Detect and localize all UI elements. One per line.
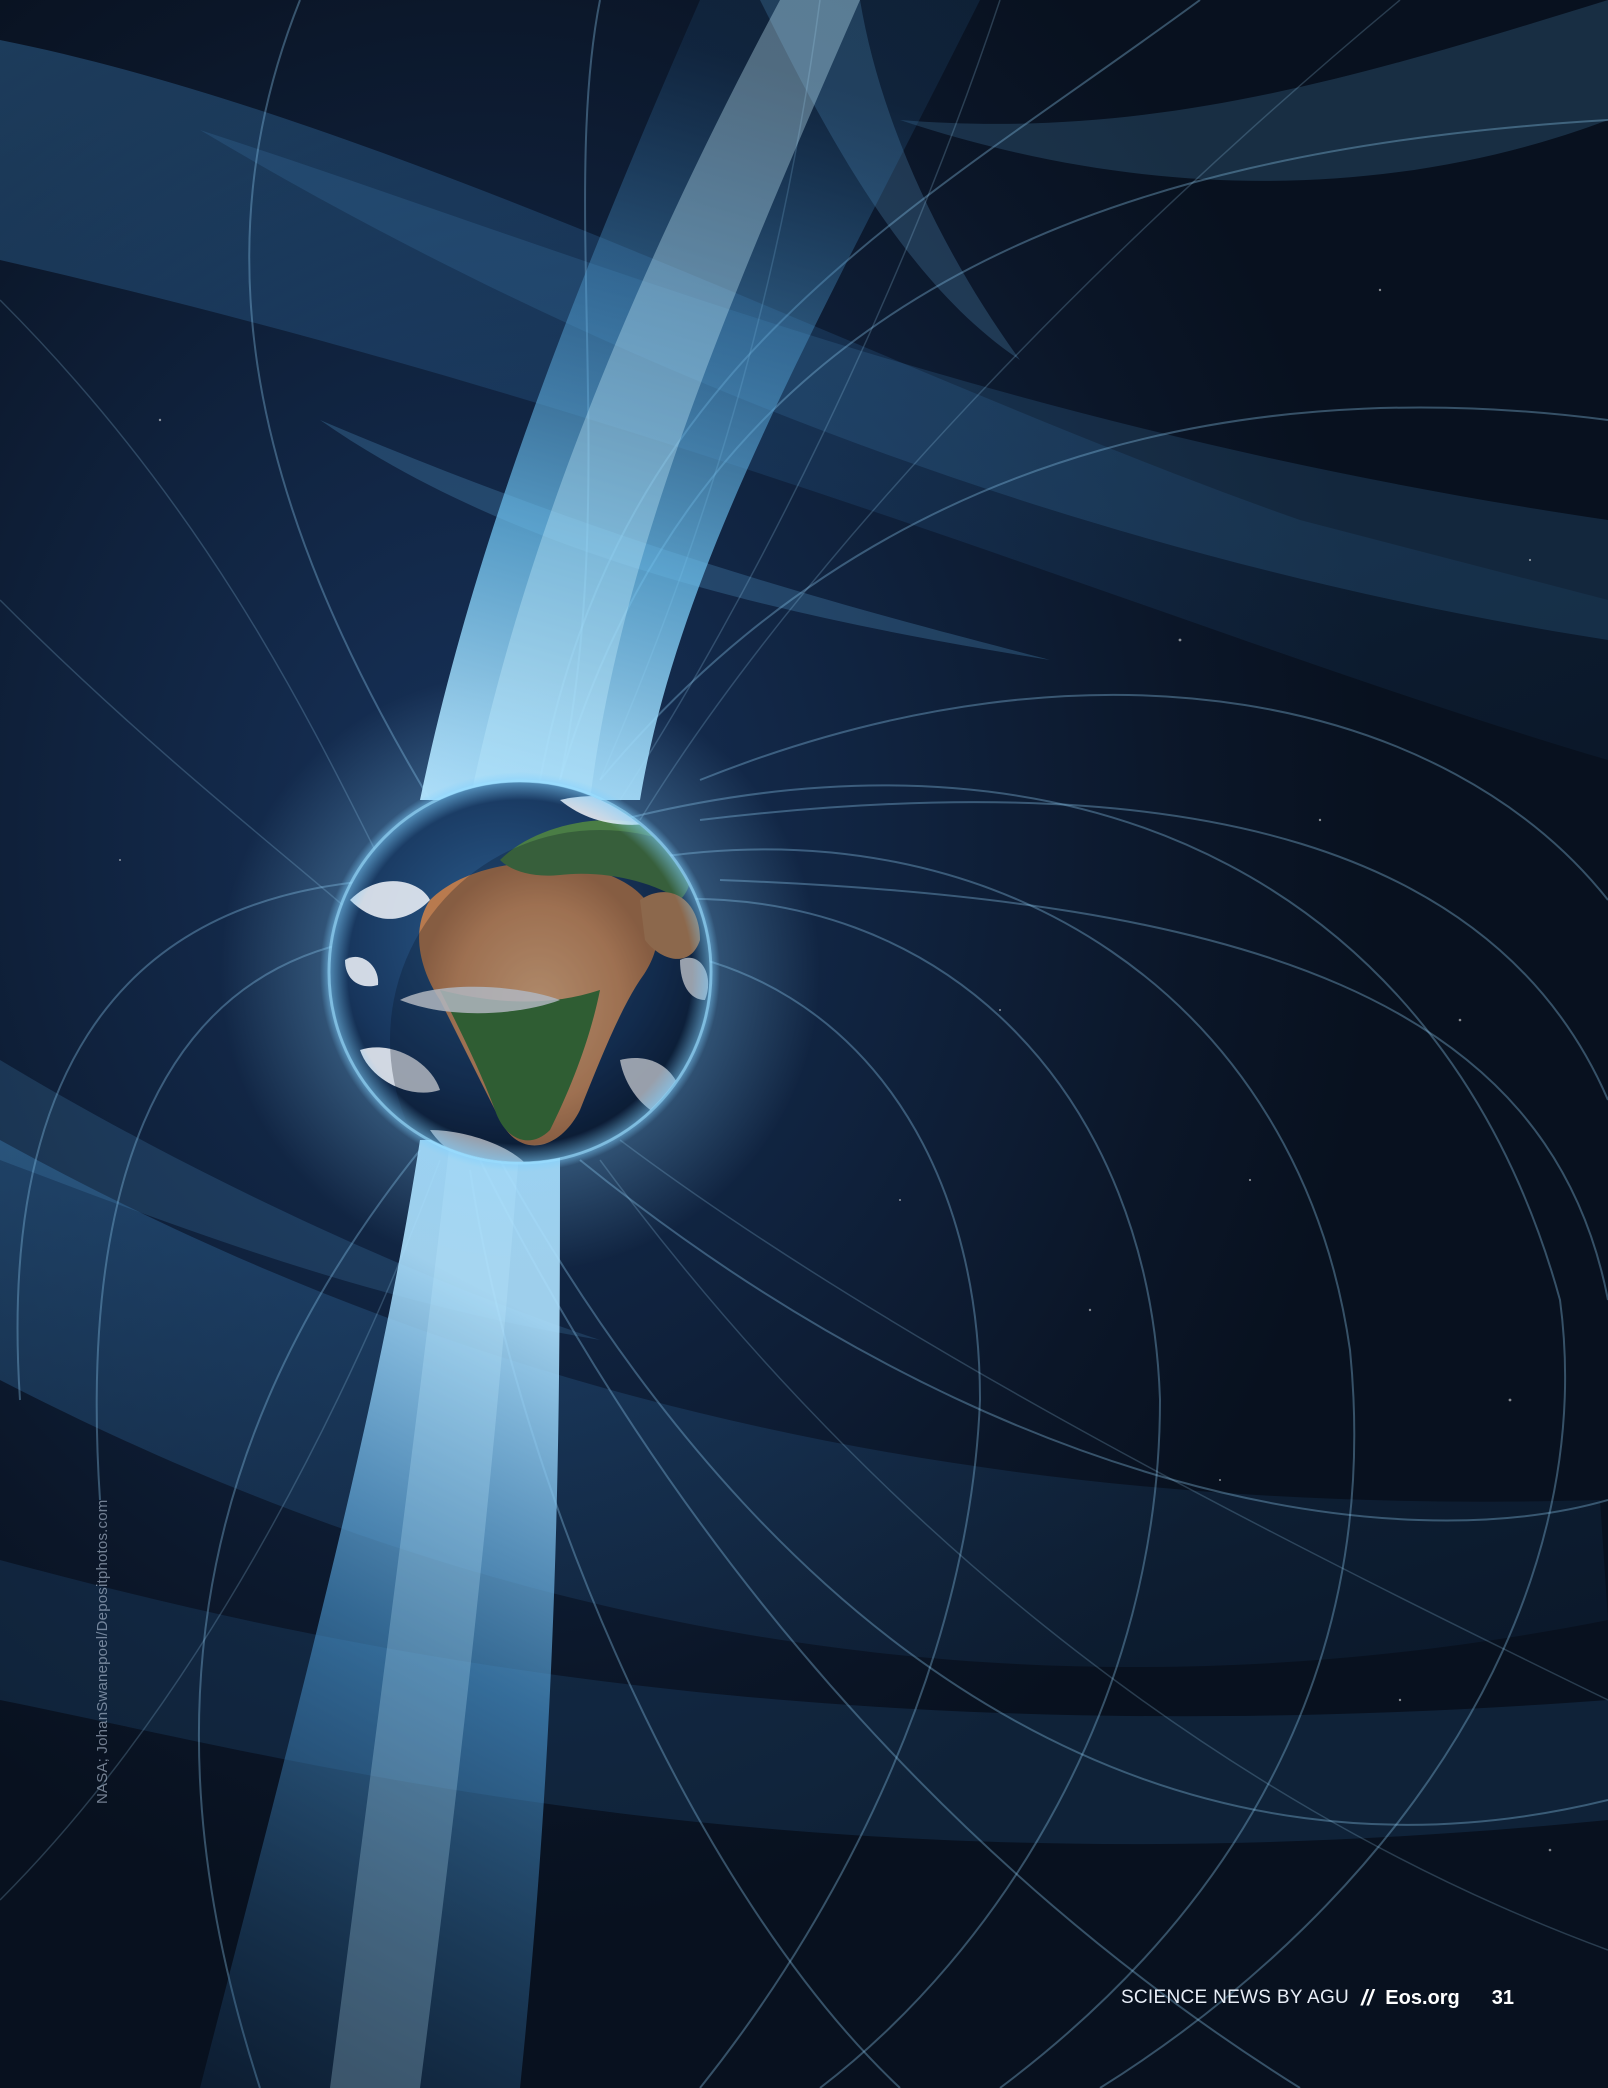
photo-credit: NASA; JohanSwanepoel/Depositphotos.com [94, 1499, 111, 1804]
footer-separator: // [1361, 1985, 1374, 2010]
publication-name: SCIENCE NEWS BY AGU [1120, 1987, 1350, 2008]
page-footer: SCIENCE NEWS BY AGU // Eos.org 31 [1121, 1984, 1514, 2012]
site-link[interactable]: Eos.org [1385, 1986, 1460, 2009]
page-number: 31 [1491, 1986, 1514, 2009]
